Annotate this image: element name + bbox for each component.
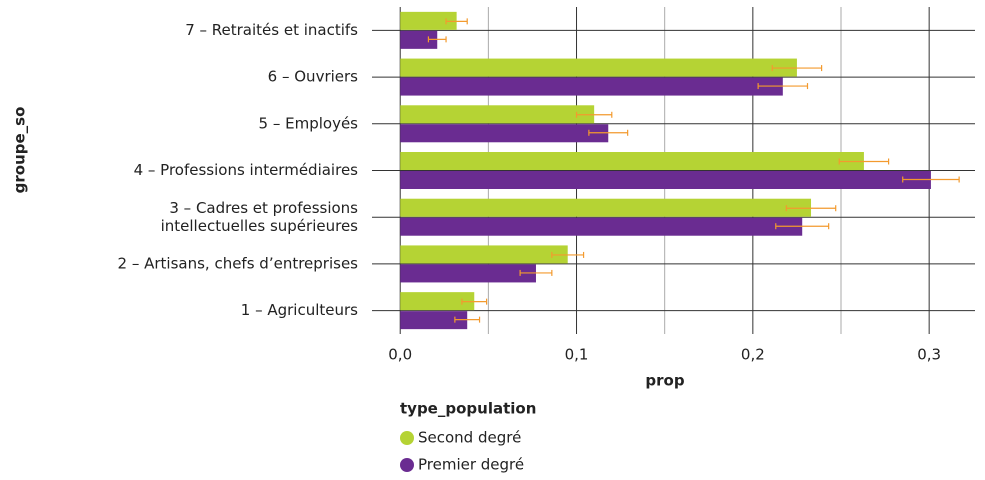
x-tick-label: 0,2 [741, 346, 765, 364]
bar [400, 171, 931, 189]
legend-swatch [400, 458, 414, 472]
y-tick-label: 4 – Professions intermédiaires [134, 161, 359, 179]
bar [400, 292, 475, 311]
error-bar [838, 158, 890, 165]
error-bar [902, 176, 960, 183]
x-tick-label: 0,0 [388, 346, 412, 364]
error-bar [445, 18, 468, 25]
legend-label: Premier degré [418, 456, 524, 474]
error-bar [785, 205, 837, 212]
y-tick-label: 7 – Retraités et inactifs [185, 21, 358, 39]
error-bar [771, 65, 823, 72]
error-bar [757, 83, 809, 90]
legend-swatch [400, 431, 414, 445]
bar [400, 311, 468, 330]
y-tick-label: 2 – Artisans, chefs d’entreprises [118, 254, 359, 272]
bar [400, 58, 797, 77]
y-tick-label: 3 – Cadres et professions intellectuelles… [161, 199, 359, 235]
bar [400, 124, 609, 143]
legend-title: type_population [400, 400, 536, 418]
error-bar [775, 223, 830, 230]
legend-label: Second degré [418, 429, 521, 447]
bar [400, 152, 864, 170]
bar [400, 30, 438, 49]
bar [400, 245, 568, 264]
x-tick-label: 0,3 [917, 346, 941, 364]
error-bar [461, 298, 488, 305]
x-axis-title: prop [645, 372, 684, 390]
bar [400, 11, 457, 30]
x-tick-label: 0,1 [565, 346, 589, 364]
bar [400, 264, 536, 283]
bar [400, 217, 803, 236]
bar [400, 105, 595, 124]
error-bar [427, 36, 447, 43]
y-tick-label: 1 – Agriculteurs [241, 301, 358, 319]
error-bar [519, 269, 553, 276]
bar [400, 198, 812, 217]
error-bar [588, 129, 629, 136]
y-tick-label: 6 – Ouvriers [268, 68, 359, 86]
y-axis-title: groupe_so [11, 107, 29, 194]
y-tick-label: 5 – Employés [259, 114, 359, 132]
error-bar [551, 251, 585, 258]
error-bar [575, 111, 613, 118]
error-bar [454, 316, 481, 323]
bar [400, 77, 783, 96]
